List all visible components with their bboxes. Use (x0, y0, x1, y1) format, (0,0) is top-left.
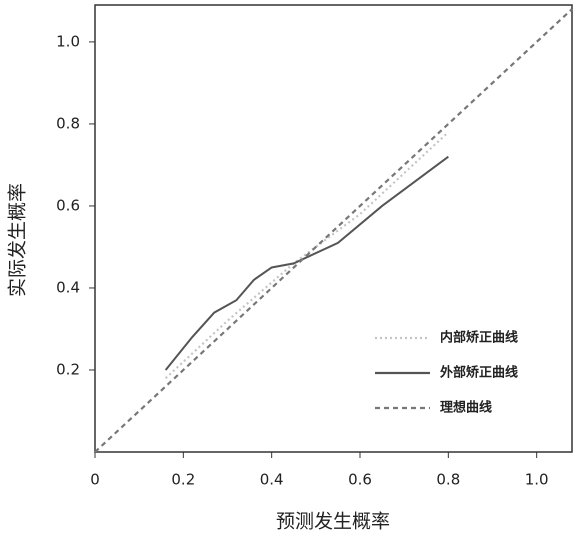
plot-frame (94, 4, 573, 453)
y-tick-label: 0.4 (56, 278, 80, 296)
legend-label: 理想曲线 (440, 400, 492, 416)
y-tick-label: 0.8 (56, 114, 80, 132)
legend-label: 内部矫正曲线 (440, 330, 518, 346)
y-tick-label: 1.0 (56, 32, 80, 50)
y-tick-label: 0.6 (56, 196, 80, 214)
legend-label: 外部矫正曲线 (439, 365, 518, 381)
y-tick-label: 0.2 (56, 360, 80, 378)
series-line (164, 155, 449, 371)
series-line (94, 8, 573, 453)
x-tick-label: 1.0 (525, 471, 549, 489)
series-line (164, 131, 450, 379)
y-axis-title: 实际发生概率 (7, 183, 29, 297)
x-tick-label: 0.2 (171, 471, 195, 489)
x-tick-label: 0.4 (260, 471, 284, 489)
x-axis-title: 预测发生概率 (276, 511, 390, 533)
x-tick-label: 0 (90, 471, 100, 489)
x-tick-label: 0.6 (348, 471, 372, 489)
x-tick-label: 0.8 (436, 471, 460, 489)
